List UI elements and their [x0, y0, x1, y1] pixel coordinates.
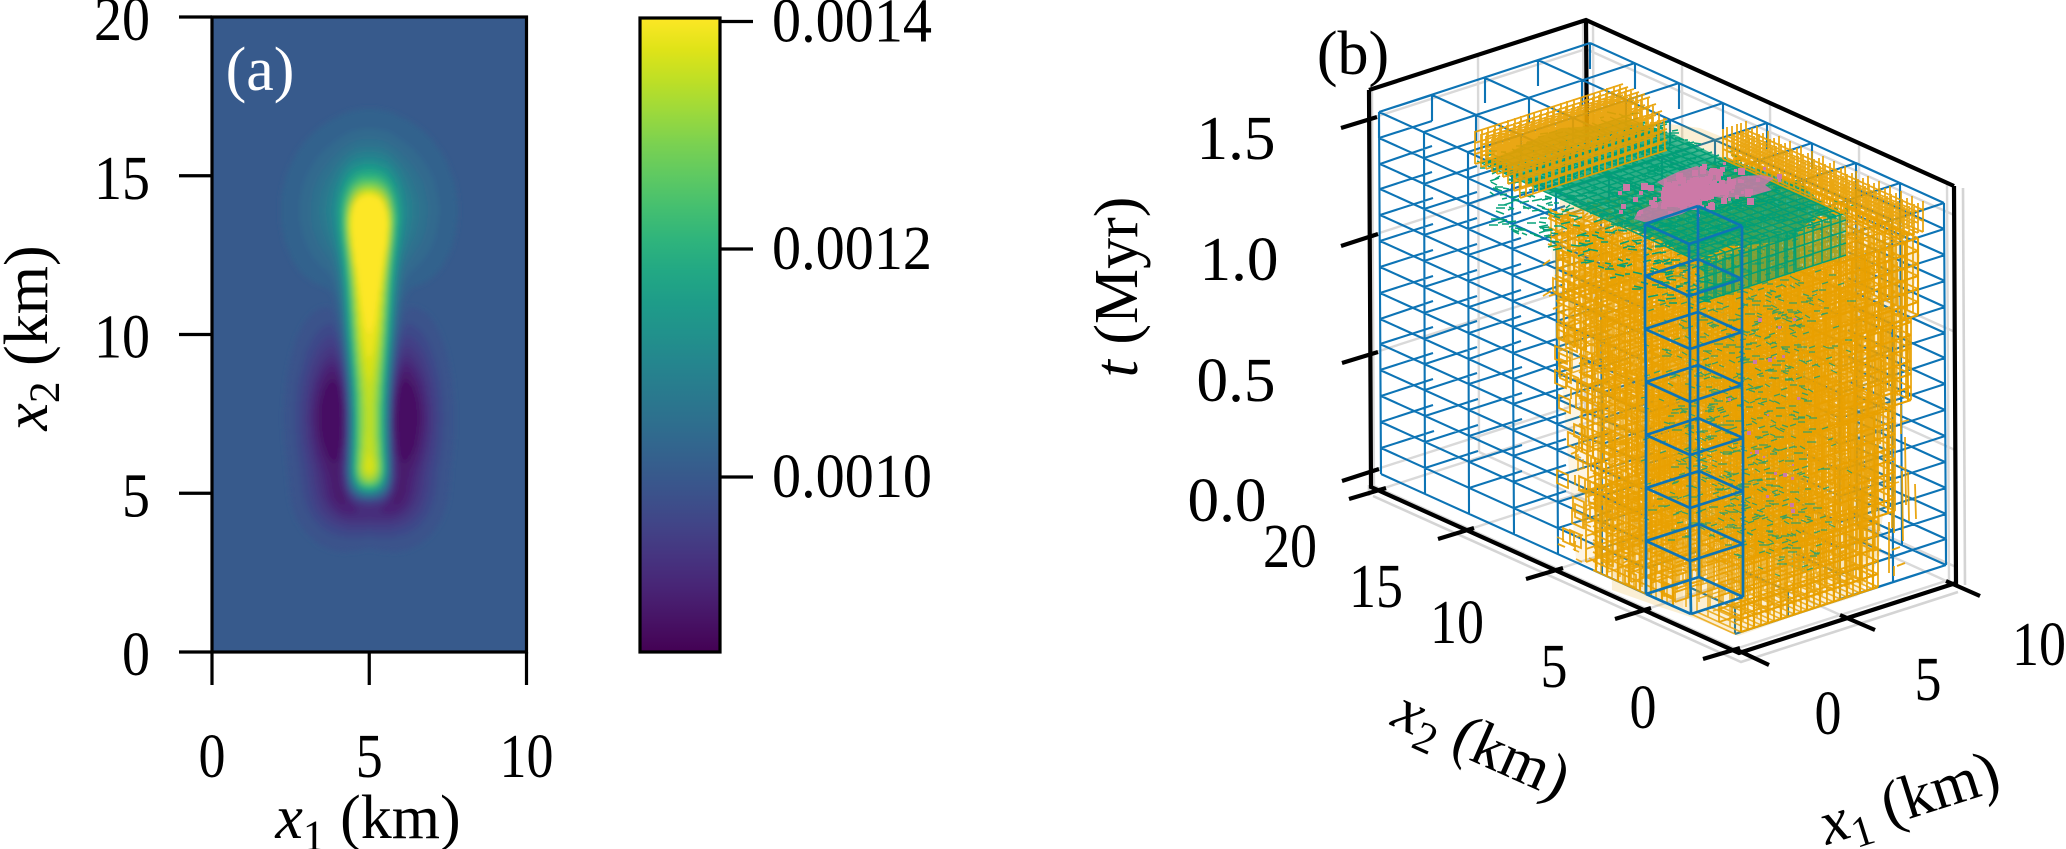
svg-text:10: 10	[2012, 611, 2066, 679]
svg-text:t (Myr): t (Myr)	[1083, 197, 1151, 378]
svg-text:10: 10	[94, 304, 150, 372]
svg-text:5: 5	[122, 462, 150, 530]
svg-text:5: 5	[1541, 633, 1568, 701]
svg-text:0.0014: 0.0014	[772, 0, 932, 56]
svg-text:0: 0	[1630, 674, 1657, 742]
svg-text:1.5: 1.5	[1197, 105, 1276, 173]
svg-text:15: 15	[1349, 553, 1403, 621]
svg-text:(a): (a)	[226, 36, 295, 104]
svg-text:20: 20	[94, 0, 150, 54]
svg-text:10: 10	[500, 723, 554, 791]
svg-text:0: 0	[199, 723, 226, 791]
svg-text:0: 0	[1815, 680, 1842, 748]
svg-text:5: 5	[356, 723, 383, 791]
svg-text:15: 15	[94, 145, 150, 213]
svg-text:x1 (km): x1 (km)	[274, 784, 460, 849]
svg-text:0.0012: 0.0012	[772, 215, 932, 283]
svg-text:0: 0	[122, 621, 150, 689]
svg-text:0.5: 0.5	[1197, 347, 1276, 415]
svg-text:(b): (b)	[1317, 20, 1389, 88]
svg-text:0.0: 0.0	[1188, 467, 1267, 535]
svg-text:0.0010: 0.0010	[772, 443, 932, 511]
svg-text:x1 (km): x1 (km)	[1809, 738, 2010, 849]
svg-text:10: 10	[1430, 589, 1484, 657]
svg-text:x2 (km): x2 (km)	[0, 245, 69, 431]
svg-text:1.0: 1.0	[1200, 226, 1279, 294]
svg-text:5: 5	[1915, 646, 1942, 714]
svg-text:20: 20	[1263, 513, 1317, 581]
